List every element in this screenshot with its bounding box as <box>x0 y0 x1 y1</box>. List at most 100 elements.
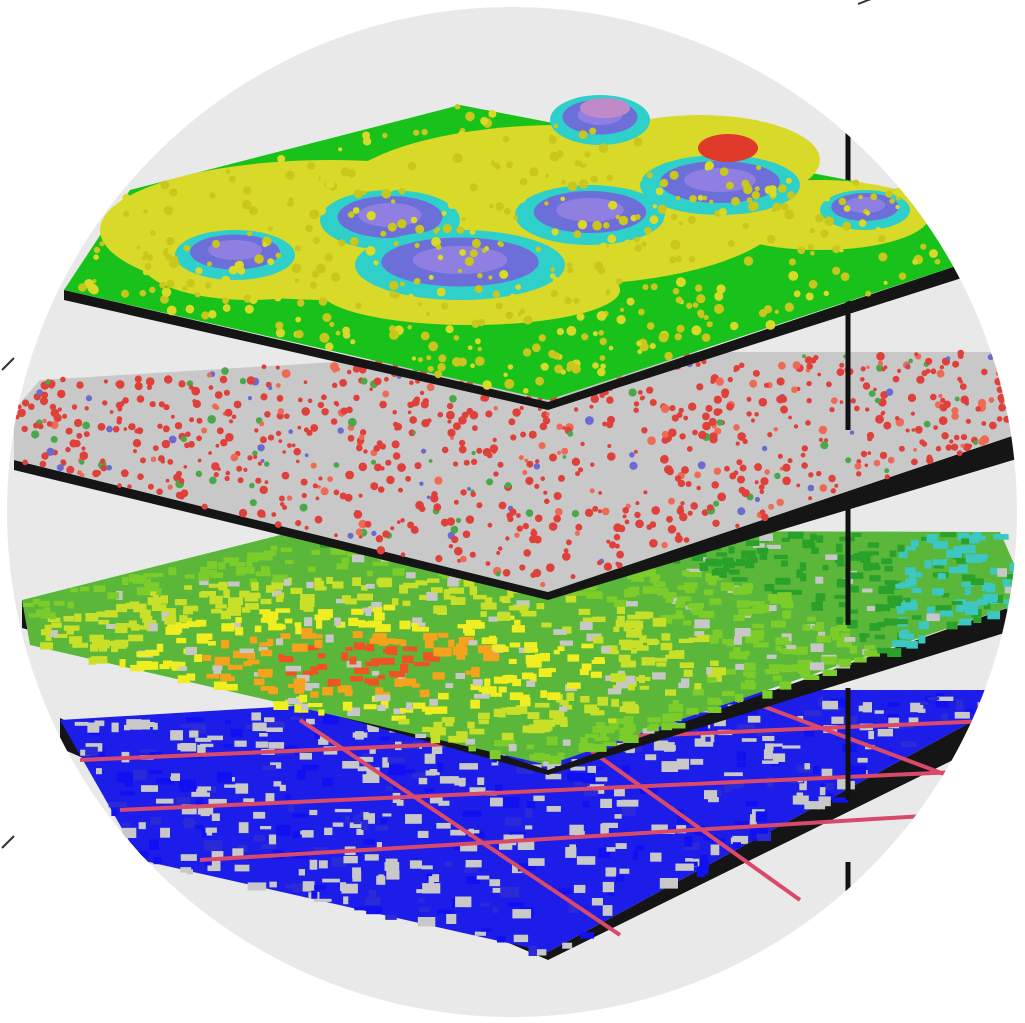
heat-cell <box>541 622 552 628</box>
heat-cell <box>473 693 490 699</box>
scatter-point <box>28 403 35 411</box>
scatter-point <box>149 401 156 408</box>
terrain-cell <box>870 193 878 201</box>
heat-cell <box>247 652 256 660</box>
heat-cell <box>447 578 459 587</box>
scatter-point <box>277 408 285 415</box>
heat-cell <box>450 597 466 605</box>
grid-cell <box>823 783 834 790</box>
scatter-point <box>804 356 813 364</box>
heat-cell <box>1014 575 1017 583</box>
terrain-cell <box>393 241 399 247</box>
grid-cell <box>817 696 824 707</box>
heat-cell <box>293 678 306 686</box>
heat-cell <box>781 599 793 608</box>
terrain-cell <box>492 290 500 298</box>
scatter-point <box>554 508 563 516</box>
heat-cell <box>940 532 957 538</box>
heat-cell <box>644 611 654 619</box>
heat-cell <box>728 546 735 554</box>
heat-cell <box>468 640 478 646</box>
grid-cell <box>511 834 524 841</box>
terrain-cell <box>227 182 234 188</box>
scatter-point <box>233 400 242 409</box>
grid-cell <box>772 743 783 747</box>
scatter-point <box>191 386 201 396</box>
grid-cell <box>525 825 533 830</box>
terrain-cell <box>704 161 714 171</box>
scatter-point <box>419 390 425 396</box>
grid-cell <box>322 778 333 787</box>
heat-cell <box>592 710 605 716</box>
grid-cell <box>954 711 970 719</box>
grid-cell <box>480 928 493 932</box>
scatter-point <box>866 365 870 370</box>
heat-cell <box>625 641 636 646</box>
heat-cell <box>905 546 916 551</box>
heat-cell <box>638 675 645 684</box>
grid-cell <box>314 885 326 890</box>
heat-cell <box>465 619 481 629</box>
grid-cell <box>822 700 839 710</box>
scatter-point <box>346 369 352 375</box>
terrain-cell <box>576 312 585 321</box>
terrain-cell <box>663 215 673 224</box>
scatter-point <box>264 480 269 485</box>
scatter-point <box>867 436 873 442</box>
heat-cell <box>259 642 273 647</box>
heat-cell <box>1009 563 1017 572</box>
heat-cell <box>310 666 319 675</box>
scatter-point <box>964 400 970 406</box>
heat-cell <box>707 576 718 582</box>
scatter-point <box>683 537 690 543</box>
terrain-cell <box>167 247 176 255</box>
terrain-cell <box>267 226 273 232</box>
terrain-cell <box>277 155 286 163</box>
heat-cell <box>681 678 690 687</box>
scatter-point <box>973 440 978 446</box>
heat-cell <box>469 728 485 735</box>
heat-cell <box>371 670 380 676</box>
heat-cell <box>565 595 577 603</box>
terrain-cell <box>719 167 729 176</box>
heat-cell <box>926 613 940 622</box>
heat-cell <box>1015 571 1017 577</box>
scatter-point <box>949 439 954 444</box>
terrain-cell <box>437 254 444 261</box>
scatter-point <box>935 445 942 452</box>
scatter-point <box>196 435 203 442</box>
scatter-point <box>570 574 576 580</box>
scatter-point <box>580 441 585 447</box>
heat-cell <box>762 690 773 699</box>
heat-cell <box>298 628 313 634</box>
scatter-point <box>330 418 338 425</box>
heat-cell <box>509 692 524 701</box>
heat-cell <box>836 543 843 553</box>
scatter-point <box>260 459 265 463</box>
heat-cell <box>85 613 99 622</box>
terrain-cell <box>457 131 466 139</box>
heat-cell <box>842 622 851 632</box>
heat-cell <box>719 570 727 578</box>
heat-cell <box>228 602 241 611</box>
scatter-point <box>739 464 747 472</box>
heat-cell <box>89 634 104 642</box>
scatter-point <box>754 463 763 472</box>
heat-cell <box>234 651 243 657</box>
terrain-cell <box>805 292 814 301</box>
grid-cell <box>528 858 545 866</box>
terrain-cell <box>686 302 693 309</box>
heat-cell <box>895 583 904 589</box>
scatter-point <box>916 375 925 384</box>
grid-cell <box>89 731 101 736</box>
grid-cell <box>211 813 220 821</box>
heat-cell <box>519 604 529 613</box>
grid-cell <box>464 864 478 873</box>
terrain-cell <box>703 221 709 227</box>
heat-cell <box>901 629 910 634</box>
heat-cell <box>957 532 969 541</box>
scatter-point <box>629 461 638 470</box>
scatter-point <box>563 548 569 554</box>
heat-cell <box>257 669 273 677</box>
elevation-layer-edge <box>64 262 968 410</box>
